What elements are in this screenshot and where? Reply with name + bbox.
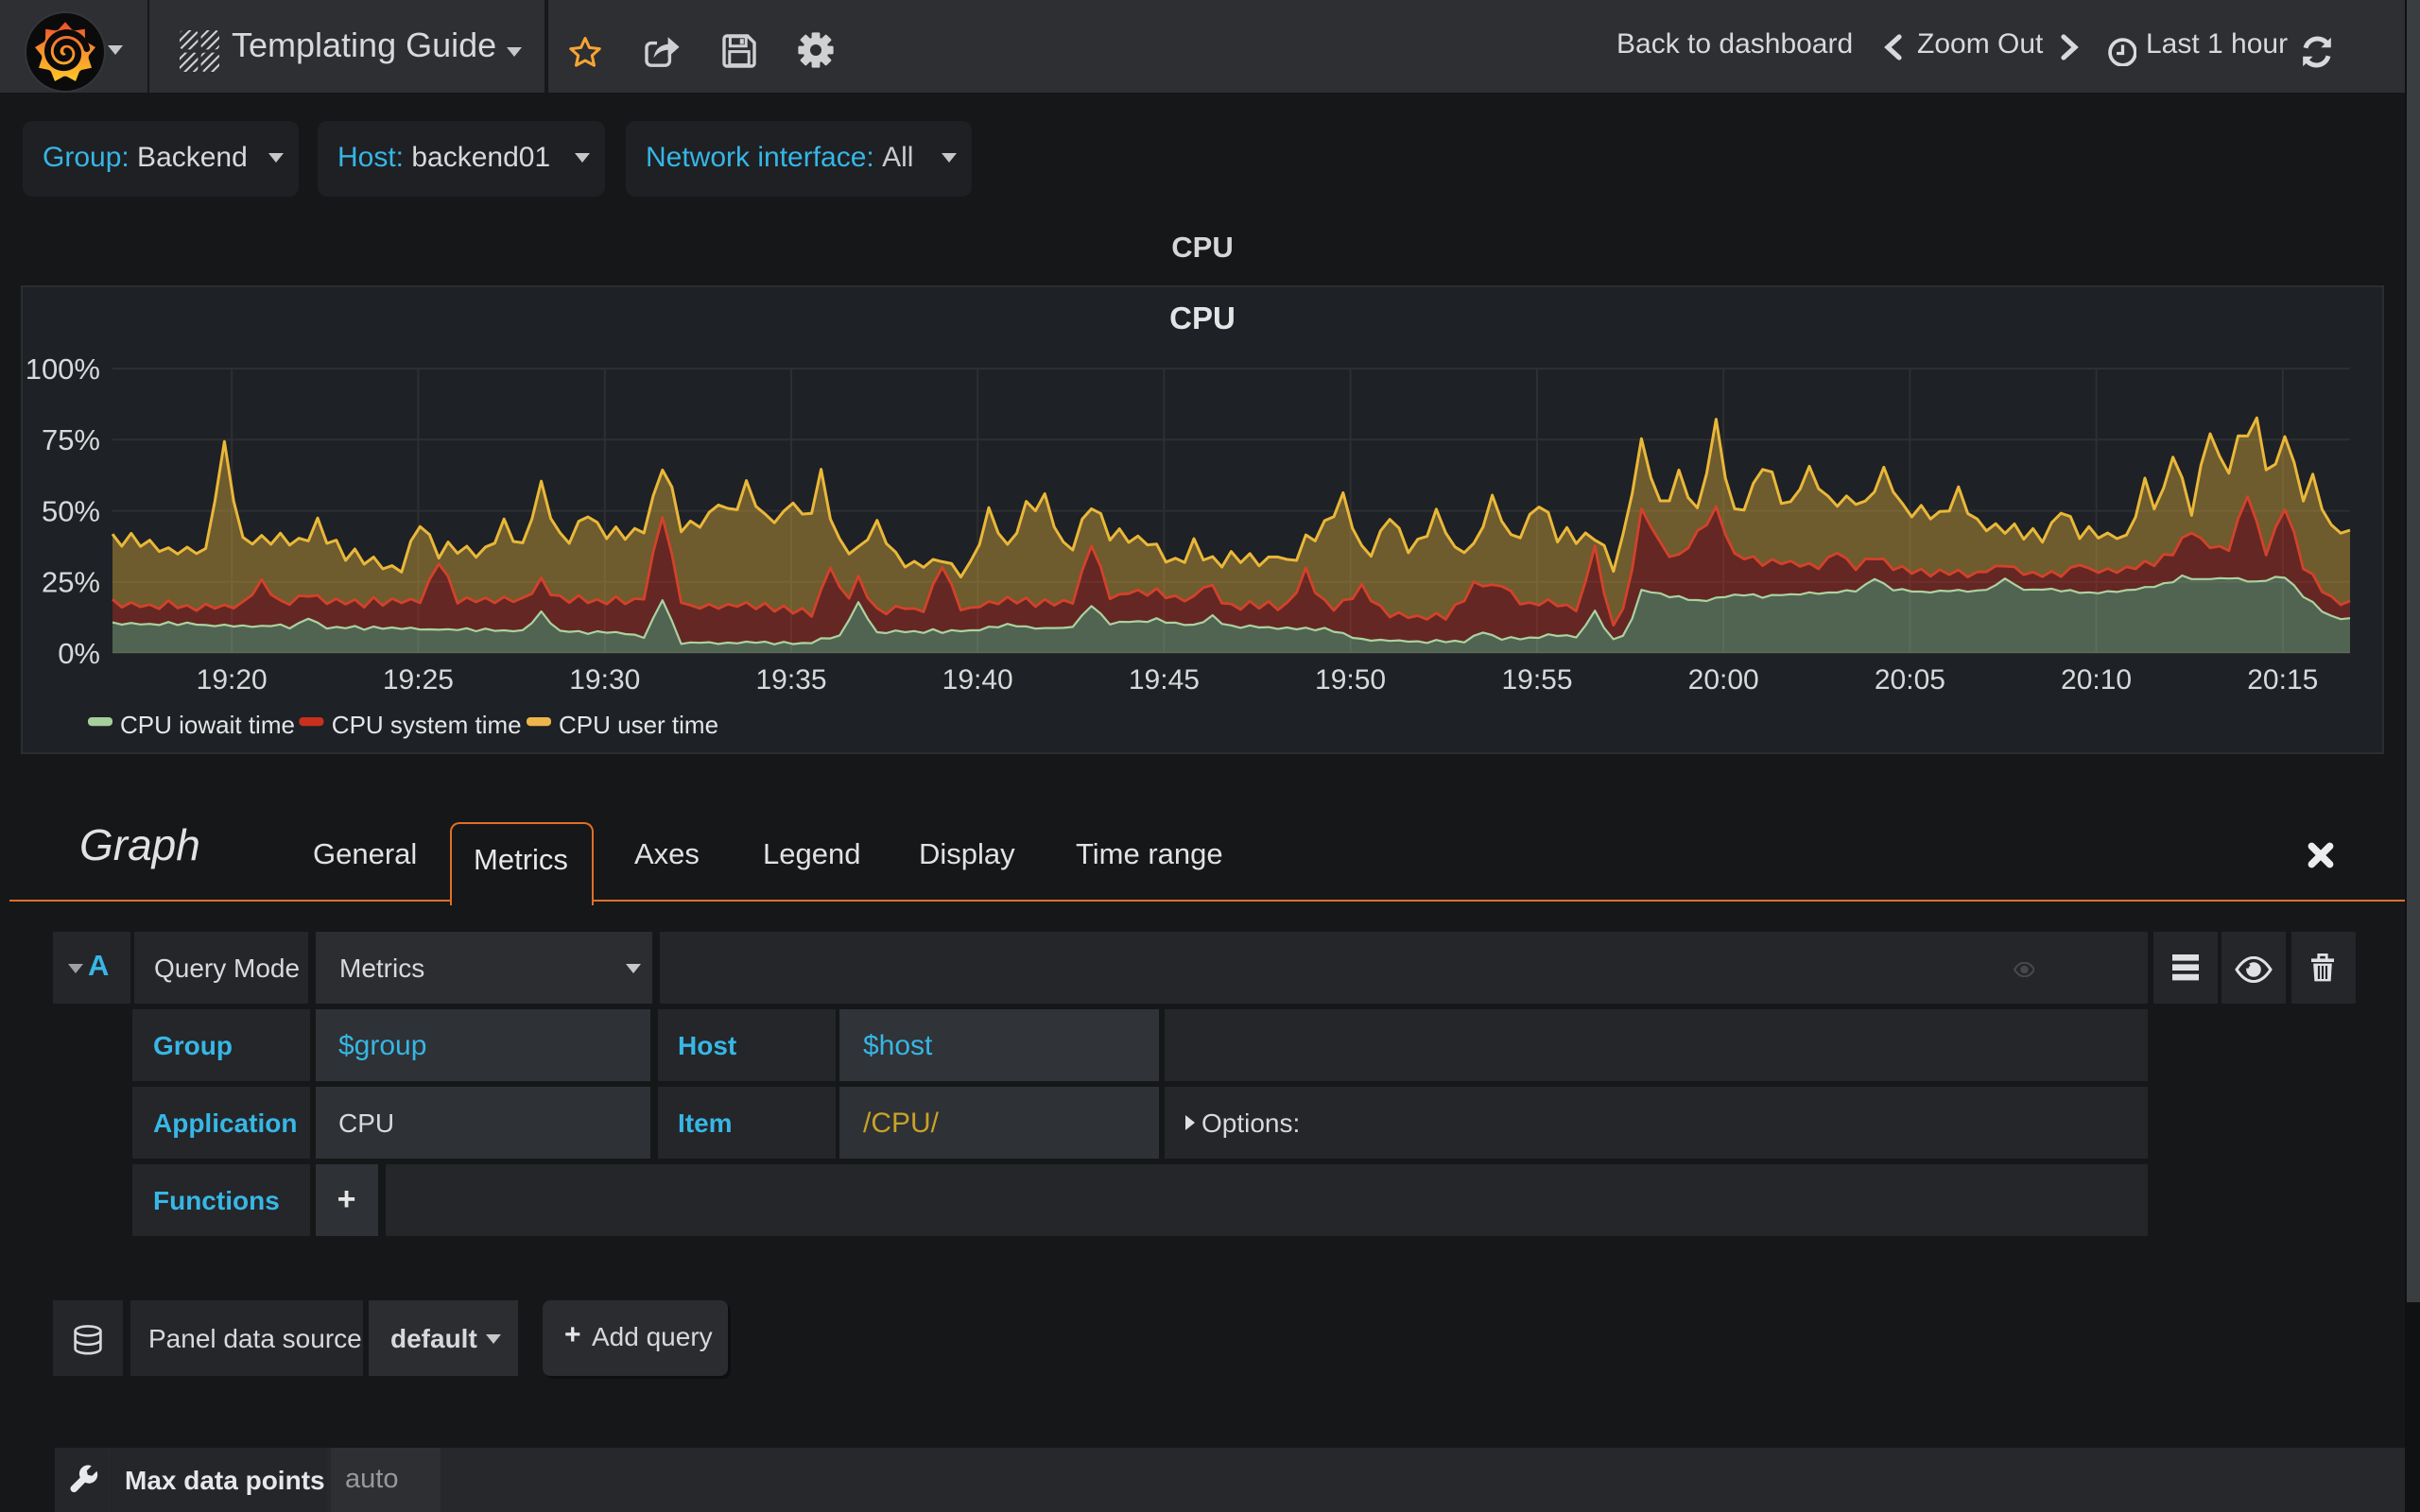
svg-text:20:10: 20:10: [2061, 663, 2132, 695]
svg-text:19:55: 19:55: [1501, 663, 1572, 695]
svg-text:19:45: 19:45: [1129, 663, 1200, 695]
svg-text:0%: 0%: [58, 636, 100, 669]
svg-text:100%: 100%: [26, 352, 100, 385]
svg-text:CPU system time: CPU system time: [332, 710, 522, 738]
svg-text:19:25: 19:25: [383, 663, 454, 695]
svg-text:19:40: 19:40: [942, 663, 1013, 695]
svg-text:19:50: 19:50: [1315, 663, 1386, 695]
svg-text:19:35: 19:35: [755, 663, 826, 695]
svg-text:75%: 75%: [42, 422, 100, 455]
svg-text:20:05: 20:05: [1875, 663, 1945, 695]
svg-text:20:15: 20:15: [2247, 663, 2318, 695]
svg-text:25%: 25%: [42, 565, 100, 598]
svg-text:CPU user time: CPU user time: [559, 710, 718, 738]
svg-text:19:30: 19:30: [569, 663, 640, 695]
svg-text:CPU iowait time: CPU iowait time: [120, 710, 295, 738]
svg-text:50%: 50%: [42, 493, 100, 526]
svg-text:20:00: 20:00: [1688, 663, 1759, 695]
svg-text:19:20: 19:20: [197, 663, 268, 695]
